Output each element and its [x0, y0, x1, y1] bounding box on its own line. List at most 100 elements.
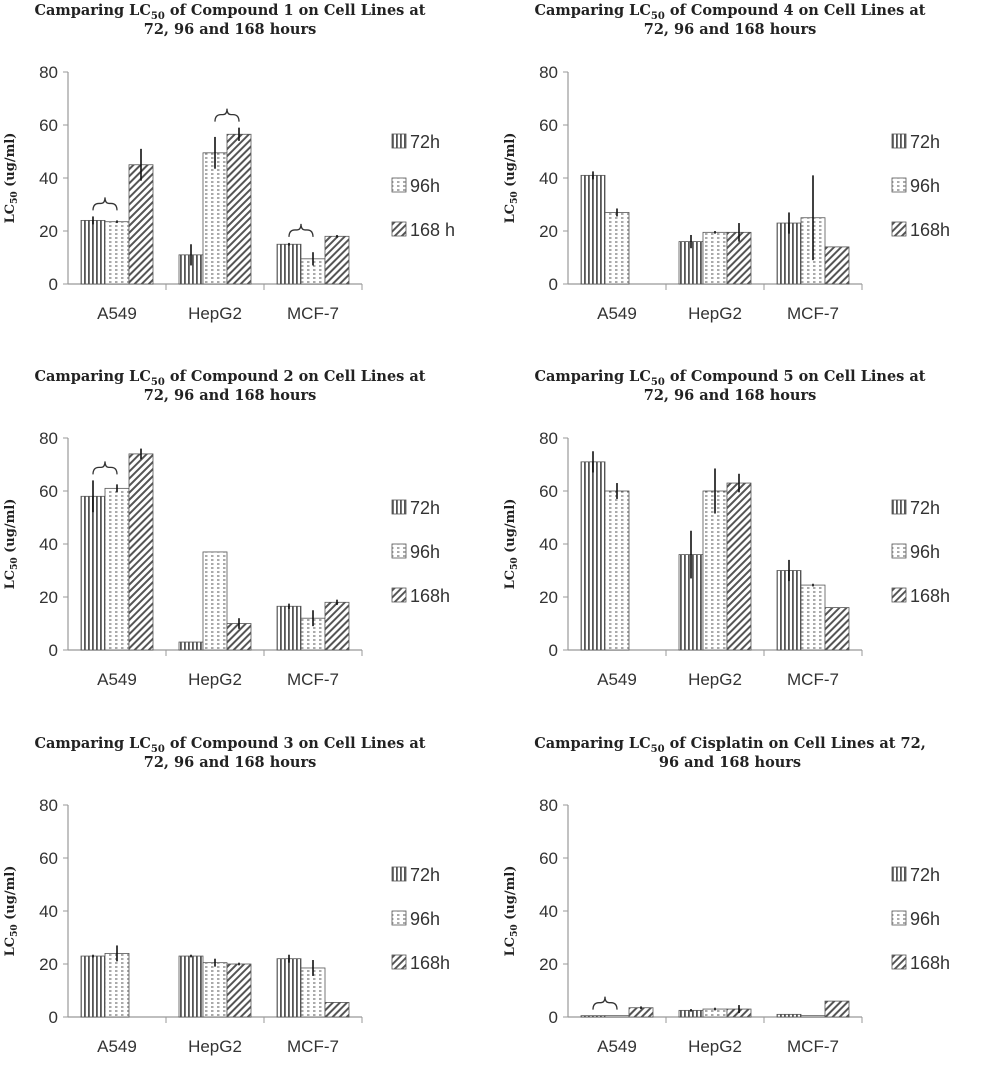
- x-tick-label: HepG2: [188, 304, 242, 323]
- bar-vertical-a549: [580, 461, 606, 651]
- chart-title-post: of Compound 5 on Cell Lines at: [665, 368, 926, 385]
- x-tick-label: MCF-7: [287, 1037, 339, 1056]
- chart-panel-compound-1: Camparing LC50 of Compound 1 on Cell Lin…: [0, 0, 500, 353]
- x-tick-label: MCF-7: [787, 670, 839, 689]
- legend-label: 72h: [410, 132, 440, 152]
- y-tick-label: 0: [49, 641, 58, 660]
- bar-diagonal-mcf-7: [324, 1002, 350, 1018]
- x-tick-label: HepG2: [688, 1037, 742, 1056]
- chart-title-post: of Compound 1 on Cell Lines at: [165, 2, 426, 19]
- bar-vertical-a549: [80, 955, 106, 1018]
- chart-title-line1: Camparing LC50 of Compound 4 on Cell Lin…: [534, 2, 925, 22]
- chart-title-line1: Camparing LC50 of Compound 5 on Cell Lin…: [534, 368, 925, 388]
- bar-vertical-mcf-7: [776, 222, 802, 285]
- chart-panel-compound-5: Camparing LC50 of Compound 5 on Cell Lin…: [500, 366, 1000, 719]
- legend-swatch-dots: [391, 910, 407, 926]
- bar-diagonal-hepg2: [226, 133, 252, 285]
- legend-swatch-dots: [391, 543, 407, 559]
- bar-dots-a549: [604, 212, 630, 285]
- chart-title-line1: Camparing LC50 of Compound 2 on Cell Lin…: [34, 368, 425, 388]
- y-axis-label: LC50 (ug/ml): [503, 866, 520, 957]
- legend-swatch-vertical: [891, 499, 907, 515]
- chart-svg: Camparing LC50 of Compound 3 on Cell Lin…: [3, 735, 450, 1056]
- y-tick-label: 60: [39, 849, 58, 868]
- legend-label: 72h: [910, 865, 940, 885]
- bar-dots-mcf-7: [800, 584, 826, 651]
- chart-title-pre: Camparing LC: [534, 2, 650, 19]
- y-tick-label: 40: [39, 169, 58, 188]
- bar-vertical-hepg2: [678, 241, 704, 285]
- chart-panel-cisplatin: Camparing LC50 of Cisplatin on Cell Line…: [500, 733, 1000, 1086]
- legend-swatch-diagonal: [891, 954, 907, 970]
- bar-vertical-mcf-7: [276, 243, 302, 285]
- chart-title-pre: Camparing LC: [534, 735, 650, 752]
- bar-diagonal-a549: [128, 164, 154, 285]
- chart-title-line2: 72, 96 and 168 hours: [144, 21, 317, 38]
- chart-svg: Camparing LC50 of Compound 4 on Cell Lin…: [503, 2, 950, 323]
- chart-svg: Camparing LC50 of Cisplatin on Cell Line…: [503, 735, 950, 1056]
- y-tick-label: 40: [39, 535, 58, 554]
- legend-label: 72h: [410, 498, 440, 518]
- bar-diagonal-mcf-7: [324, 235, 350, 285]
- y-tick-label: 80: [39, 429, 58, 448]
- chart-title-line2: 72, 96 and 168 hours: [644, 387, 817, 404]
- y-tick-label: 20: [39, 955, 58, 974]
- chart-title-post: of Compound 2 on Cell Lines at: [165, 368, 426, 385]
- legend-swatch-vertical: [391, 866, 407, 882]
- y-axis-label: LC50 (ug/ml): [503, 133, 520, 224]
- y-axis-label: LC50 (ug/ml): [3, 499, 20, 590]
- bar-diagonal-hepg2: [226, 963, 252, 1018]
- legend-swatch-dots: [391, 177, 407, 193]
- legend-label: 168h: [910, 586, 950, 606]
- bar-vertical-a549: [580, 1015, 606, 1018]
- chart-title-line2: 72, 96 and 168 hours: [644, 21, 817, 38]
- legend-label: 96h: [910, 176, 940, 196]
- bar-vertical-hepg2: [178, 641, 204, 651]
- y-axis-label: LC50 (ug/ml): [3, 866, 20, 957]
- bar-diagonal-hepg2: [226, 623, 252, 651]
- x-tick-label: MCF-7: [787, 1037, 839, 1056]
- bar-diagonal-mcf-7: [824, 1000, 850, 1018]
- legend-label: 96h: [910, 909, 940, 929]
- chart-title-post: of Cisplatin on Cell Lines at 72,: [665, 735, 926, 752]
- chart-title-line2: 72, 96 and 168 hours: [144, 754, 317, 771]
- chart-panel-compound-2: Camparing LC50 of Compound 2 on Cell Lin…: [0, 366, 500, 719]
- legend-swatch-diagonal: [391, 587, 407, 603]
- chart-title-sub: 50: [151, 377, 165, 388]
- bar-vertical-a549: [580, 174, 606, 285]
- x-tick-label: HepG2: [188, 670, 242, 689]
- x-tick-label: MCF-7: [287, 304, 339, 323]
- legend-label: 96h: [910, 542, 940, 562]
- x-tick-label: A549: [597, 670, 637, 689]
- bar-dots-hepg2: [202, 962, 228, 1018]
- significance-bracket: [92, 197, 118, 211]
- bar-diagonal-mcf-7: [824, 246, 850, 285]
- chart-svg: Camparing LC50 of Compound 5 on Cell Lin…: [503, 368, 950, 689]
- legend-label: 96h: [410, 909, 440, 929]
- bar-dots-hepg2: [702, 490, 728, 651]
- legend-label: 96h: [410, 542, 440, 562]
- legend-label: 168h: [410, 586, 450, 606]
- y-tick-label: 80: [539, 429, 558, 448]
- chart-title-pre: Camparing LC: [534, 368, 650, 385]
- legend-label: 168h: [910, 220, 950, 240]
- legend-label: 96h: [410, 176, 440, 196]
- bar-dots-hepg2: [702, 231, 728, 285]
- chart-title-pre: Camparing LC: [34, 2, 150, 19]
- bar-vertical-mcf-7: [776, 1013, 802, 1018]
- legend-label: 72h: [410, 865, 440, 885]
- significance-bracket: [92, 461, 118, 475]
- chart-title-sub: 50: [151, 11, 165, 22]
- chart-title-pre: Camparing LC: [34, 735, 150, 752]
- legend-swatch-vertical: [391, 133, 407, 149]
- bar-dots-hepg2: [202, 152, 228, 285]
- y-tick-label: 40: [39, 902, 58, 921]
- legend-swatch-diagonal: [391, 954, 407, 970]
- significance-bracket: [288, 223, 314, 237]
- bar-vertical-hepg2: [178, 955, 204, 1018]
- bar-dots-hepg2: [202, 551, 228, 651]
- legend-swatch-vertical: [891, 866, 907, 882]
- bar-diagonal-mcf-7: [324, 601, 350, 651]
- x-tick-label: A549: [97, 304, 137, 323]
- x-tick-label: MCF-7: [787, 304, 839, 323]
